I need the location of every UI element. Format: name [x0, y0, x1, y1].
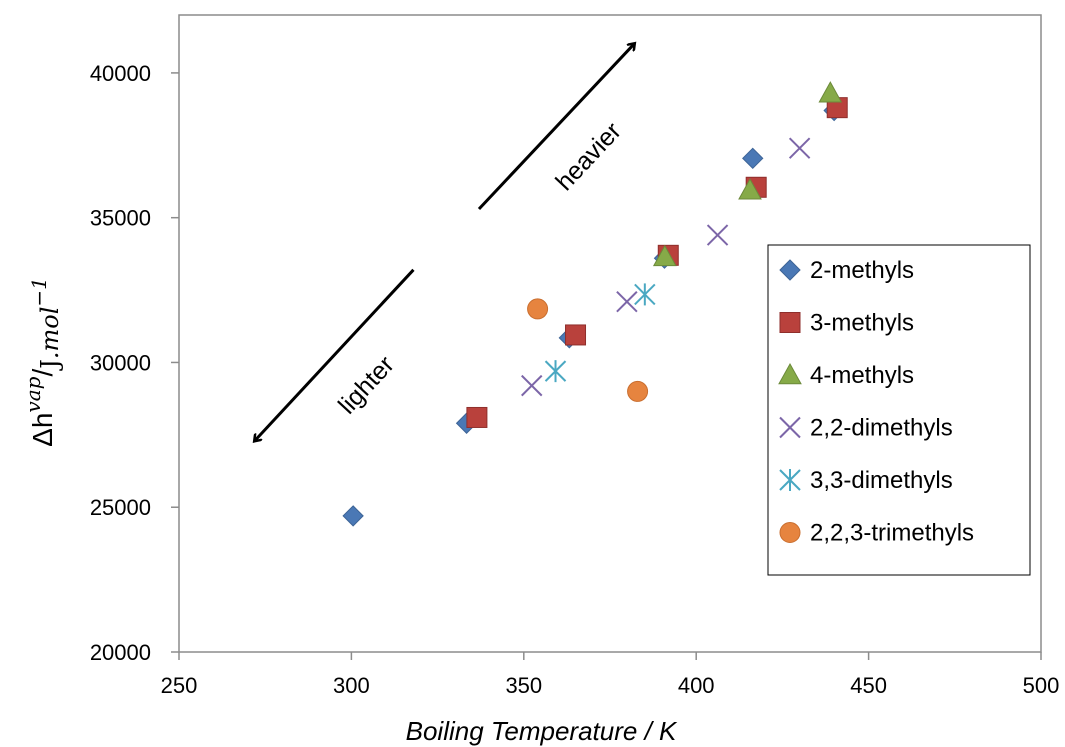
data-point	[527, 298, 549, 320]
legend-label: 3,3-dimethyls	[810, 467, 953, 494]
y-tick-label: 20000	[90, 640, 151, 665]
x-tick-label: 350	[505, 673, 542, 698]
legend-item: 3-methyls	[779, 310, 914, 337]
data-point	[652, 244, 677, 267]
annotation-label-lighter: lighter	[333, 351, 400, 420]
y-axis-title-superscript: vap	[21, 376, 45, 412]
data-point	[788, 137, 811, 159]
x-tick-label: 500	[1023, 673, 1060, 698]
y-axis-title-slash: /	[27, 369, 58, 377]
legend-label: 4-methyls	[810, 362, 914, 389]
legend-marker	[779, 416, 801, 439]
data-point	[616, 290, 638, 313]
data-point	[738, 178, 762, 200]
data-point	[521, 374, 543, 397]
series-3-3-dimethyls	[544, 283, 656, 383]
data-point	[544, 360, 567, 383]
x-axis-title: Boiling Temperature / K	[406, 716, 678, 746]
annotation-label-heavier: heavier	[550, 117, 627, 196]
legend-marker	[778, 362, 802, 385]
legend-item: 4-methyls	[778, 362, 914, 389]
plot-frame	[178, 14, 1042, 653]
y-axis-title: Δhvap/J.mol−1	[21, 277, 64, 447]
series-2-2-3-trimethyls	[527, 298, 649, 402]
data-point	[818, 81, 843, 103]
legend-label: 3-methyls	[810, 310, 914, 337]
series-4-methyls	[652, 81, 843, 267]
legend-box	[767, 244, 1031, 576]
legend-label: 2,2-dimethyls	[810, 415, 953, 442]
legend-marker	[779, 522, 801, 543]
series-2-2-dimethyls	[521, 137, 811, 397]
data-point	[342, 505, 364, 527]
data-point	[706, 224, 729, 246]
y-axis-title-unit-exp: −1	[27, 277, 51, 306]
legend-label: 2-methyls	[810, 257, 914, 284]
data-point	[627, 380, 649, 402]
legend-marker	[779, 469, 801, 491]
y-axis-title-main: Δh	[27, 413, 58, 447]
legend-marker	[779, 259, 801, 281]
x-tick-label: 250	[161, 673, 198, 698]
data-point	[742, 147, 764, 170]
legend-item: 2,2-dimethyls	[779, 415, 953, 442]
y-tick-label: 30000	[90, 350, 151, 375]
plot-area: 250 300 350 400 450 500 20000 25000 30000 35000 40…	[90, 14, 1060, 698]
x-tick-label: 450	[850, 673, 887, 698]
y-tick-label: 25000	[90, 495, 151, 520]
x-tick-label: 300	[333, 673, 370, 698]
data-point	[466, 406, 488, 428]
y-tick-label: 35000	[90, 206, 151, 231]
legend-item: 3,3-dimethyls	[779, 467, 953, 494]
legend: 2-methyls 3-methyls 4-methyls 2,2-dimethyls…	[767, 244, 1031, 576]
legend-label: 2,2,3-trimethyls	[810, 520, 974, 547]
legend-item: 2-methyls	[779, 257, 914, 284]
y-axis-title-unit-mol: .mol	[36, 307, 64, 360]
data-point	[565, 324, 587, 346]
annotation-arrow-heavier	[477, 44, 634, 211]
svg-text:Δhvap/J.mol−1: Δhvap/J.mol−1	[21, 277, 64, 447]
legend-item: 2,2,3-trimethyls	[779, 520, 974, 547]
y-tick-label: 40000	[90, 61, 151, 86]
y-axis-title-unit-j: J	[36, 359, 64, 372]
annotation-arrow-lighter	[255, 268, 415, 441]
data-point	[634, 283, 656, 306]
x-tick-label: 400	[678, 673, 715, 698]
legend-marker	[779, 312, 801, 333]
